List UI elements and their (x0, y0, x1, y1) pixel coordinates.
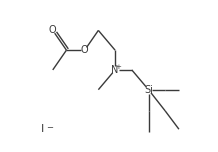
Text: N: N (111, 65, 119, 75)
Text: O: O (81, 45, 89, 55)
Text: Si: Si (144, 85, 153, 95)
Text: +: + (116, 64, 121, 70)
Text: O: O (49, 25, 57, 35)
Text: −: − (46, 123, 53, 133)
Text: I: I (41, 124, 44, 134)
